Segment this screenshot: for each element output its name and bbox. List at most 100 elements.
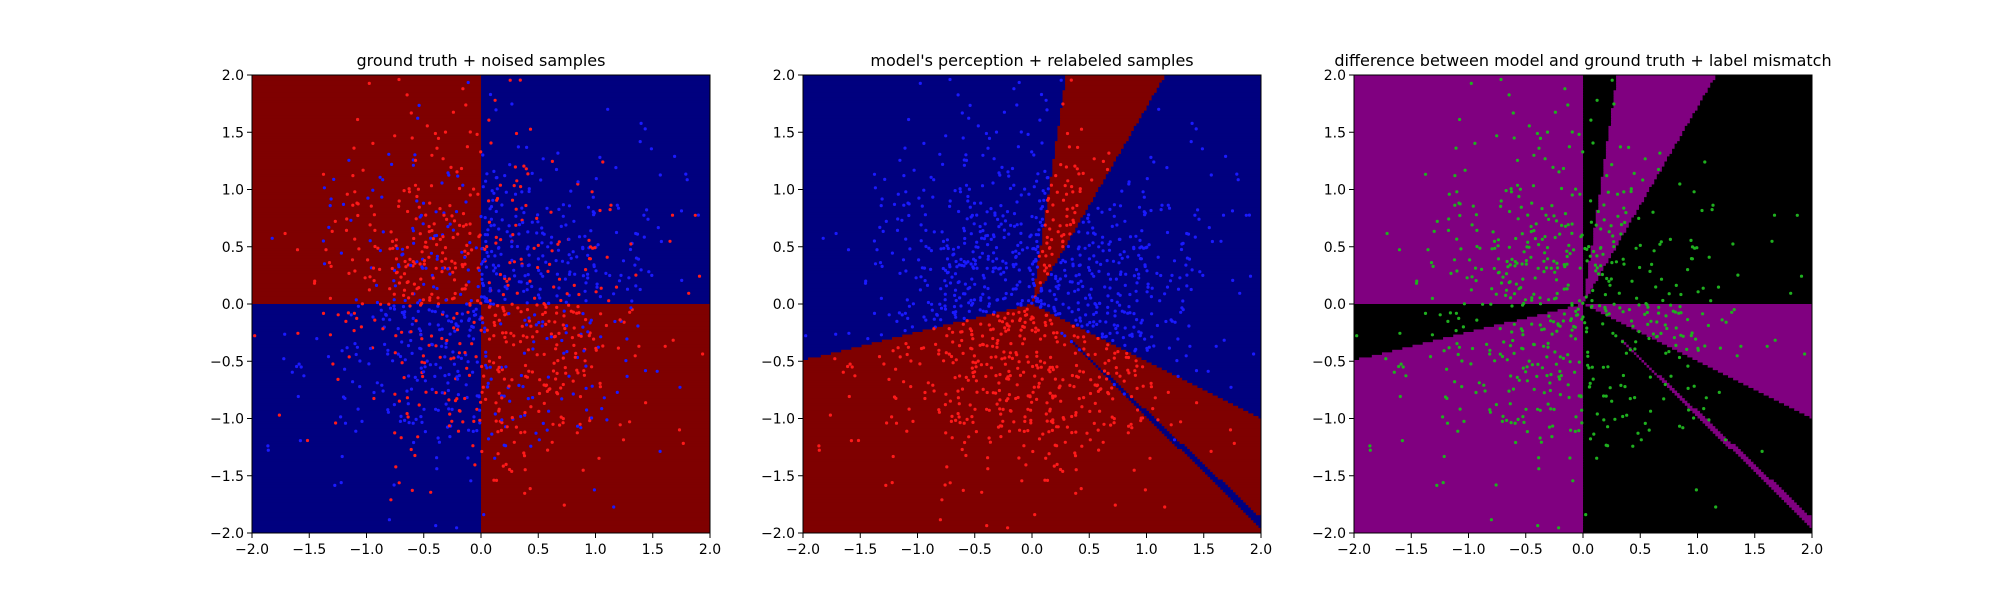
data-point [464, 223, 468, 227]
data-point [1735, 354, 1739, 358]
data-point [1044, 98, 1048, 102]
data-point [360, 419, 364, 423]
data-point [428, 322, 432, 326]
data-point [525, 288, 529, 292]
data-point [567, 204, 572, 208]
data-point [522, 289, 526, 293]
data-point [504, 365, 508, 369]
data-point [1470, 223, 1474, 227]
data-point [1008, 186, 1013, 191]
data-point [394, 244, 398, 248]
data-point [527, 319, 532, 323]
data-point [1080, 405, 1084, 409]
data-point [1097, 245, 1101, 249]
data-point [986, 146, 990, 150]
data-point [1124, 355, 1128, 359]
data-point [872, 311, 877, 315]
data-point [1065, 223, 1069, 227]
data-point [1106, 294, 1110, 298]
data-point [1079, 127, 1084, 131]
data-point [489, 217, 493, 221]
data-point [1526, 240, 1530, 244]
data-point [1687, 408, 1691, 412]
data-point [372, 396, 376, 401]
data-point [930, 308, 934, 312]
data-point [513, 165, 518, 169]
data-point [341, 202, 346, 206]
data-point [1651, 210, 1655, 214]
x-tick-label: 0.0 [1572, 542, 1594, 558]
data-point [1039, 365, 1043, 369]
data-point [974, 361, 978, 365]
data-point [1122, 250, 1126, 254]
data-point [402, 293, 406, 297]
data-point [474, 313, 478, 317]
data-point [1102, 369, 1107, 373]
data-point [1061, 245, 1065, 249]
data-point [1143, 488, 1147, 492]
data-point [986, 456, 990, 460]
data-point [321, 172, 326, 176]
data-point [1668, 237, 1672, 241]
data-point [947, 352, 951, 356]
y-tick-label: 1.5 [773, 125, 795, 141]
data-point [1236, 178, 1240, 182]
data-point [1055, 340, 1059, 344]
data-point [1063, 184, 1067, 188]
data-point [1607, 230, 1611, 234]
data-point [479, 150, 483, 154]
data-point [1110, 415, 1114, 419]
data-point [1538, 323, 1542, 327]
data-point [1711, 203, 1715, 207]
data-point [1677, 355, 1682, 360]
data-point [396, 263, 401, 267]
data-point [1515, 375, 1519, 379]
data-point [1628, 397, 1632, 401]
data-point [924, 244, 928, 249]
data-point [658, 173, 662, 177]
data-point [352, 329, 356, 333]
data-point [1210, 239, 1214, 244]
data-point [451, 350, 455, 354]
data-point [980, 334, 985, 338]
data-point [1092, 312, 1096, 316]
data-point [1003, 278, 1008, 282]
data-point [1110, 298, 1114, 303]
data-point [1179, 310, 1183, 314]
data-point [1113, 314, 1117, 318]
data-point [1091, 324, 1095, 328]
data-point [418, 346, 422, 350]
data-point [1134, 234, 1138, 238]
y-tick-label: −0.5 [761, 354, 795, 370]
data-point [405, 245, 409, 249]
data-point [389, 230, 393, 234]
data-point [975, 390, 979, 394]
data-point [353, 237, 357, 241]
data-point [515, 179, 519, 183]
data-point [1141, 416, 1145, 420]
data-point [848, 362, 852, 366]
data-point [1553, 235, 1557, 240]
data-point [902, 380, 906, 384]
data-point [659, 239, 664, 244]
data-point [1123, 326, 1127, 330]
data-point [1460, 385, 1464, 389]
data-point [355, 316, 359, 320]
data-point [873, 262, 878, 266]
data-point [922, 188, 926, 192]
data-point [571, 392, 575, 396]
data-point [972, 298, 977, 302]
data-point [1115, 300, 1119, 304]
data-point [981, 292, 985, 296]
data-point [944, 284, 949, 288]
sample-points [1355, 77, 1807, 530]
data-point [594, 346, 598, 350]
y-tick-label: 1.5 [222, 125, 244, 141]
data-point [403, 298, 407, 303]
data-point [414, 417, 418, 421]
data-point [866, 337, 870, 341]
data-point [463, 255, 467, 259]
data-point [417, 205, 421, 209]
data-point [1007, 377, 1011, 381]
